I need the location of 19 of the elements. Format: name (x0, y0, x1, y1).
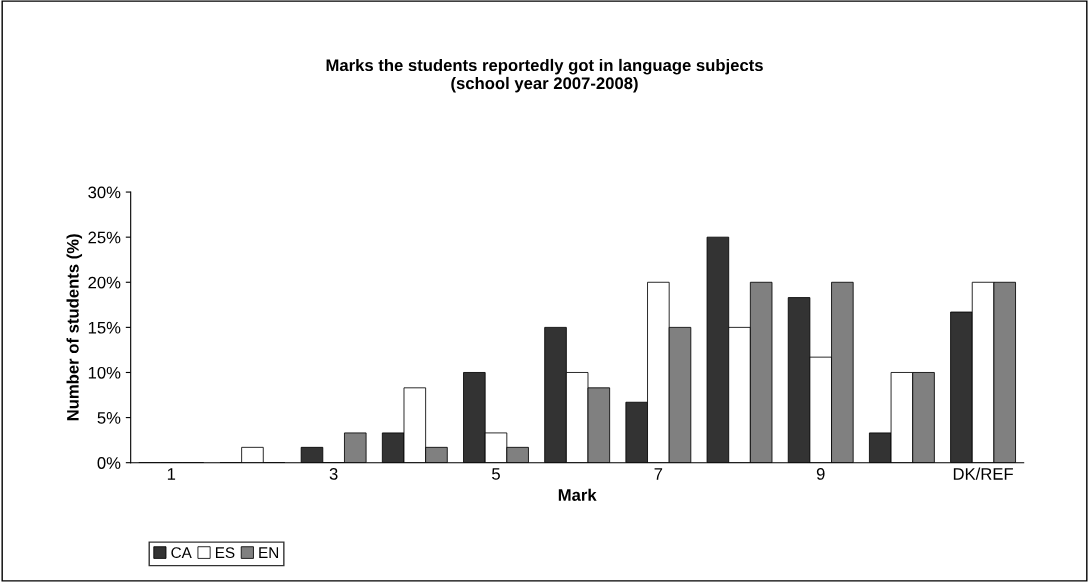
legend-label: EN (259, 547, 279, 558)
y-axis-title: Number of students (%) (66, 234, 83, 421)
y-tick-label: 15% (88, 321, 121, 334)
x-tick-label: 3 (329, 467, 338, 480)
legend-label: ES (215, 547, 235, 559)
legend-label: CA (171, 547, 192, 559)
x-tick-label: 1 (167, 468, 176, 480)
x-tick-label: 9 (816, 467, 825, 480)
chart-title: Marks the students reportedly got in language subjects (school year 2007-2008) (326, 58, 763, 93)
x-tick-label: DK/REF (953, 467, 1013, 480)
x-tick-label: 7 (654, 468, 663, 480)
y-tick-label: 5% (97, 412, 121, 424)
y-tick-label: 25% (88, 231, 121, 244)
x-tick-label: 5 (492, 468, 500, 480)
y-tick-label: 20% (88, 276, 121, 289)
x-axis-title: Mark (558, 488, 597, 501)
y-tick-label: 0% (97, 457, 121, 469)
y-tick-label: 10% (88, 366, 121, 379)
y-tick-label: 30% (88, 186, 121, 199)
